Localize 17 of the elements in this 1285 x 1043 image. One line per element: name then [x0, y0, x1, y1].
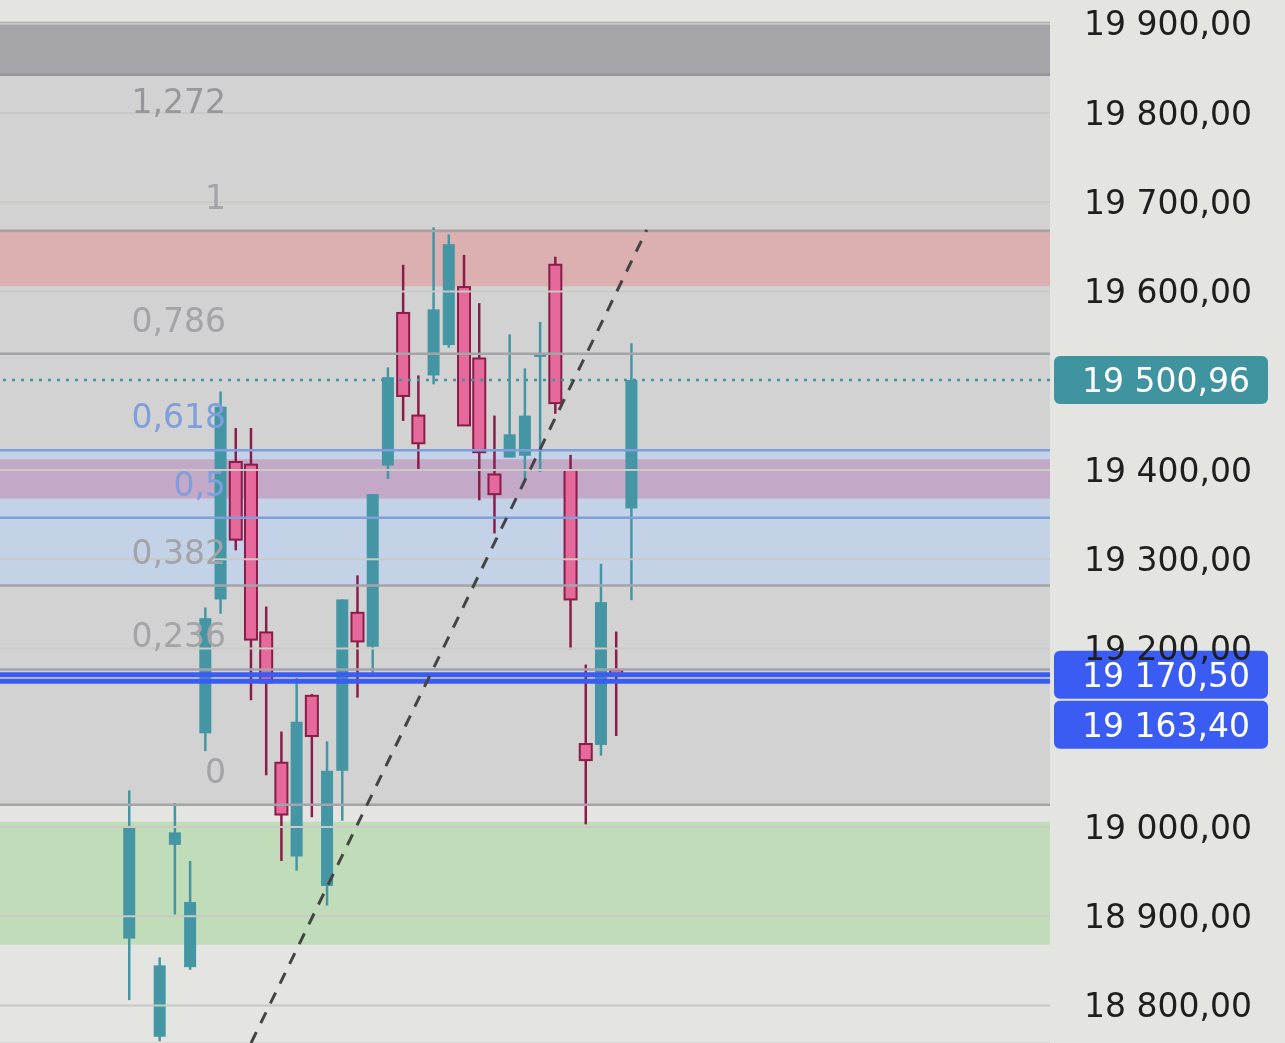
y-tick-label: 19 400,00	[1084, 450, 1252, 490]
candlestick	[534, 320, 547, 474]
y-tick-label: 19 800,00	[1084, 93, 1252, 133]
candlestick	[168, 801, 181, 916]
y-tick-label: 18 800,00	[1084, 986, 1252, 1026]
y-tick-label: 19 700,00	[1084, 183, 1252, 222]
y-tick-label: 18 900,00	[1084, 896, 1252, 936]
y-tick-label: 19 600,00	[1084, 272, 1252, 312]
y-tick-label: 19 300,00	[1084, 539, 1252, 579]
candlestick	[578, 663, 593, 826]
ref-line-label: 19 500,96	[1082, 360, 1250, 400]
ref-line-label: 19 163,40	[1082, 705, 1250, 745]
candlestick	[487, 414, 502, 535]
y-tick-label: 19 900,00	[1084, 4, 1252, 44]
ref-line-label: 1,272	[131, 81, 226, 121]
ref-line-label: 0,382	[131, 532, 226, 572]
y-tick-label: 19 000,00	[1084, 807, 1252, 847]
